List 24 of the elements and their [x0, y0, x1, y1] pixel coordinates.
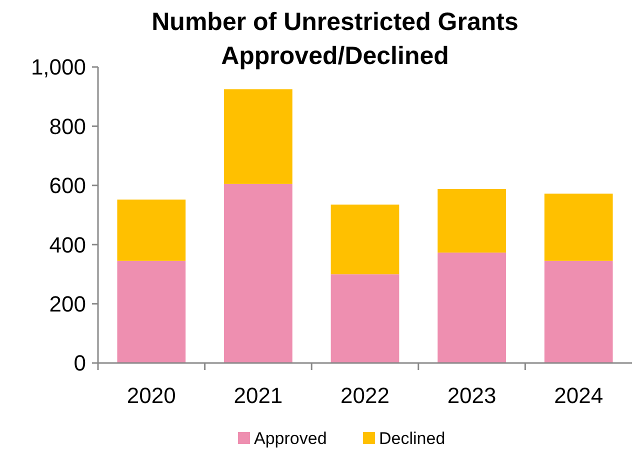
y-tick-label: 1,000	[30, 54, 86, 80]
bar	[224, 89, 292, 184]
x-tick-label: 2023	[447, 383, 496, 408]
bar	[544, 260, 613, 363]
bar	[224, 184, 292, 363]
y-tick-label: 600	[49, 173, 86, 198]
y-tick-label: 200	[49, 292, 86, 316]
bar	[438, 188, 506, 253]
legend-label: Declined	[379, 428, 446, 448]
bar	[330, 204, 400, 274]
bar	[438, 252, 506, 363]
x-tick-label: 2020	[126, 383, 176, 408]
x-tick-label: 2022	[340, 383, 390, 408]
chart-title: Number of Unrestricted Grants Approved/Declined	[152, 8, 518, 70]
bar	[117, 260, 186, 363]
bar	[117, 200, 186, 261]
y-tick-label: 800	[49, 114, 86, 139]
x-tick-label: 2021	[234, 383, 283, 408]
bar	[330, 274, 400, 363]
y-tick-label: 0	[74, 350, 86, 376]
legend-label: Approved	[254, 428, 327, 448]
y-tick-label: 400	[49, 232, 86, 258]
bar	[544, 194, 613, 261]
x-tick-label: 2024	[554, 383, 604, 408]
